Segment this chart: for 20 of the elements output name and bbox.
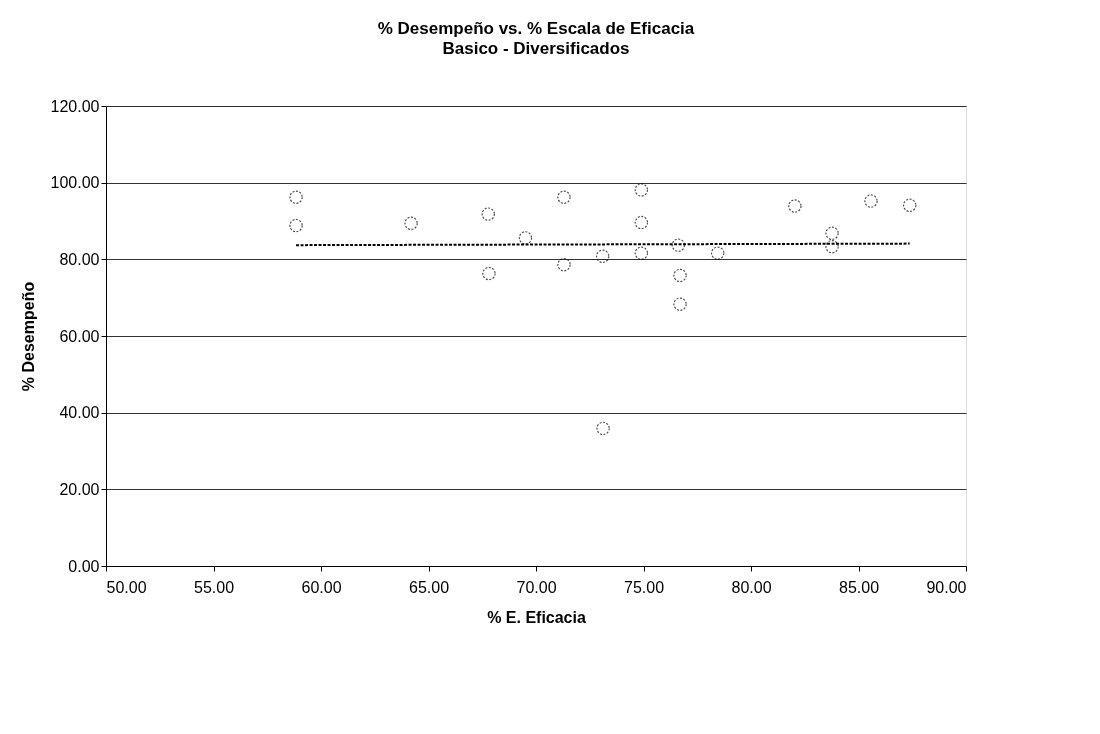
- x-tick-label: 55.00: [193, 578, 235, 596]
- y-tick-label: 40.00: [59, 404, 100, 422]
- x-tick-label: 80.00: [731, 578, 772, 596]
- chart-title: % Desempeño vs. % Escala de Eficacia: [377, 19, 695, 38]
- y-tick-label: 0.00: [68, 557, 100, 575]
- y-tick-label: 60.00: [59, 327, 100, 345]
- chart-subtitle: Basico - Diversificados: [442, 39, 630, 58]
- x-tick-label: 65.00: [408, 578, 450, 596]
- y-tick-label: 120.00: [50, 97, 100, 115]
- x-tick-label: 90.00: [926, 578, 967, 596]
- x-tick-label: 60.00: [301, 578, 342, 596]
- y-axis-title: % Desempeño: [19, 281, 37, 392]
- x-tick-label: 85.00: [838, 578, 880, 596]
- x-axis-title: % E. Eficacia: [487, 608, 586, 626]
- x-tick-label: 50.00: [106, 578, 147, 596]
- y-tick-label: 100.00: [50, 174, 100, 192]
- x-tick-label: 75.00: [623, 578, 665, 596]
- y-tick-label: 80.00: [59, 250, 100, 268]
- x-tick-label: 70.00: [516, 578, 557, 596]
- y-tick-label: 20.00: [59, 480, 100, 498]
